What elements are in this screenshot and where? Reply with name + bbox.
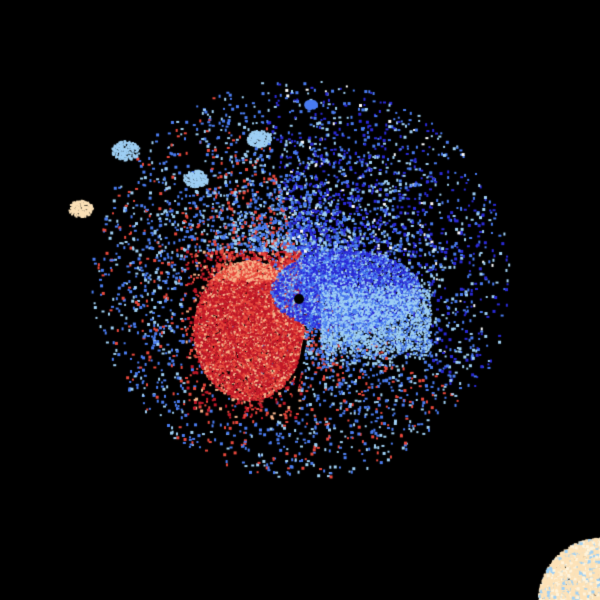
radar-velocity-image (0, 0, 600, 600)
